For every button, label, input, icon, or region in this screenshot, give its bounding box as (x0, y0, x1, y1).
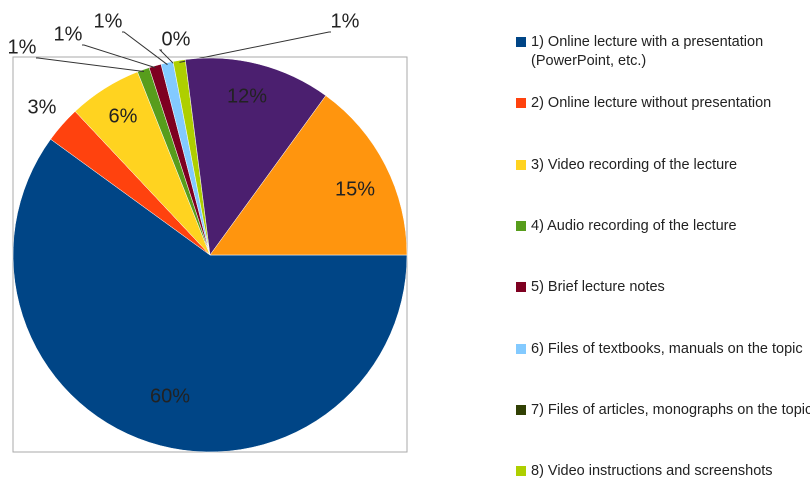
legend-label: 7) Files of articles, monographs on the … (531, 401, 810, 418)
leader-line (179, 31, 331, 63)
legend-swatch (516, 159, 526, 170)
data-label: 60% (150, 385, 190, 407)
legend-item: 1) Online lecture with a presentation (P… (516, 33, 810, 71)
pie-slice (185, 57, 327, 256)
legend-swatch (516, 282, 526, 293)
legend-swatch (516, 220, 526, 231)
pie-slice (209, 95, 408, 256)
legend-swatch (516, 37, 526, 47)
legend-swatch (516, 404, 526, 415)
data-label: 1% (8, 36, 37, 58)
legend-item: 6) Files of textbooks, manuals on the to… (516, 340, 810, 359)
leader-line (36, 57, 145, 73)
legend-item: 2) Online lecture without presentation (516, 94, 810, 113)
legend-label: 3) Video recording of the lecture (531, 156, 738, 173)
legend-swatch (516, 466, 526, 477)
pie-slice (12, 138, 408, 453)
data-label: 3% (28, 96, 57, 118)
leader-line (122, 31, 168, 66)
legend-label: 1) Online lecture with a presentation (P… (531, 34, 764, 69)
legend-item: 3) Video recording of the lecture (516, 156, 810, 175)
legend-label: 8) Video instructions and screenshots (531, 463, 773, 480)
data-label: 15% (335, 178, 375, 200)
legend-label: 4) Audio recording of the lecture (531, 217, 737, 234)
leader-line (158, 49, 174, 64)
legend-item: 7) Files of articles, monographs on the … (516, 401, 810, 420)
legend-item: 4) Audio recording of the lecture (516, 217, 810, 236)
legend-label: 5) Brief lecture notes (531, 279, 665, 296)
data-label: 0% (162, 28, 191, 50)
legend-item: 5) Brief lecture notes (516, 278, 810, 297)
data-label: 1% (54, 23, 83, 45)
legend-label: 6) Files of textbooks, manuals on the to… (531, 340, 803, 357)
legend-item: 8) Video instructions and screenshots (516, 462, 810, 481)
legend-label: 2) Online lecture without presentation (531, 95, 772, 112)
data-label: 1% (331, 10, 360, 32)
leader-line (82, 44, 156, 69)
data-label: 12% (227, 85, 267, 107)
data-label: 6% (109, 105, 138, 127)
data-label: 1% (94, 10, 123, 32)
legend-swatch (516, 98, 526, 109)
legend-swatch (516, 343, 526, 354)
